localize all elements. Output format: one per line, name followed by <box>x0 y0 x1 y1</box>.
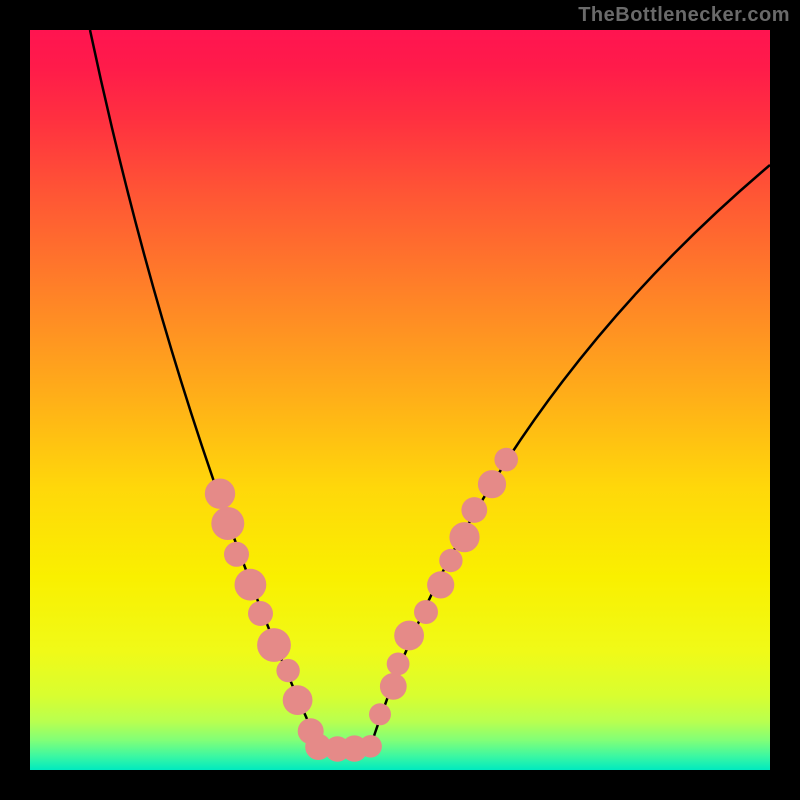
data-point <box>369 703 391 725</box>
data-point <box>461 497 487 523</box>
bottleneck-chart: TheBottlenecker.com <box>0 0 800 800</box>
data-point <box>359 735 382 758</box>
data-point <box>394 621 424 651</box>
data-point <box>224 542 249 567</box>
data-point <box>211 507 244 540</box>
watermark-text: TheBottlenecker.com <box>578 4 790 27</box>
data-point <box>276 659 299 682</box>
data-point <box>235 569 267 601</box>
data-point <box>387 653 410 676</box>
data-point <box>427 571 454 598</box>
data-point <box>478 470 506 498</box>
data-point <box>248 601 273 626</box>
data-point <box>205 479 235 509</box>
data-point <box>449 522 479 552</box>
data-point <box>414 600 438 624</box>
data-point <box>439 549 462 572</box>
data-point <box>283 685 313 715</box>
data-point <box>257 628 291 662</box>
data-point <box>494 448 518 472</box>
chart-svg <box>0 0 800 800</box>
data-point <box>380 673 407 700</box>
